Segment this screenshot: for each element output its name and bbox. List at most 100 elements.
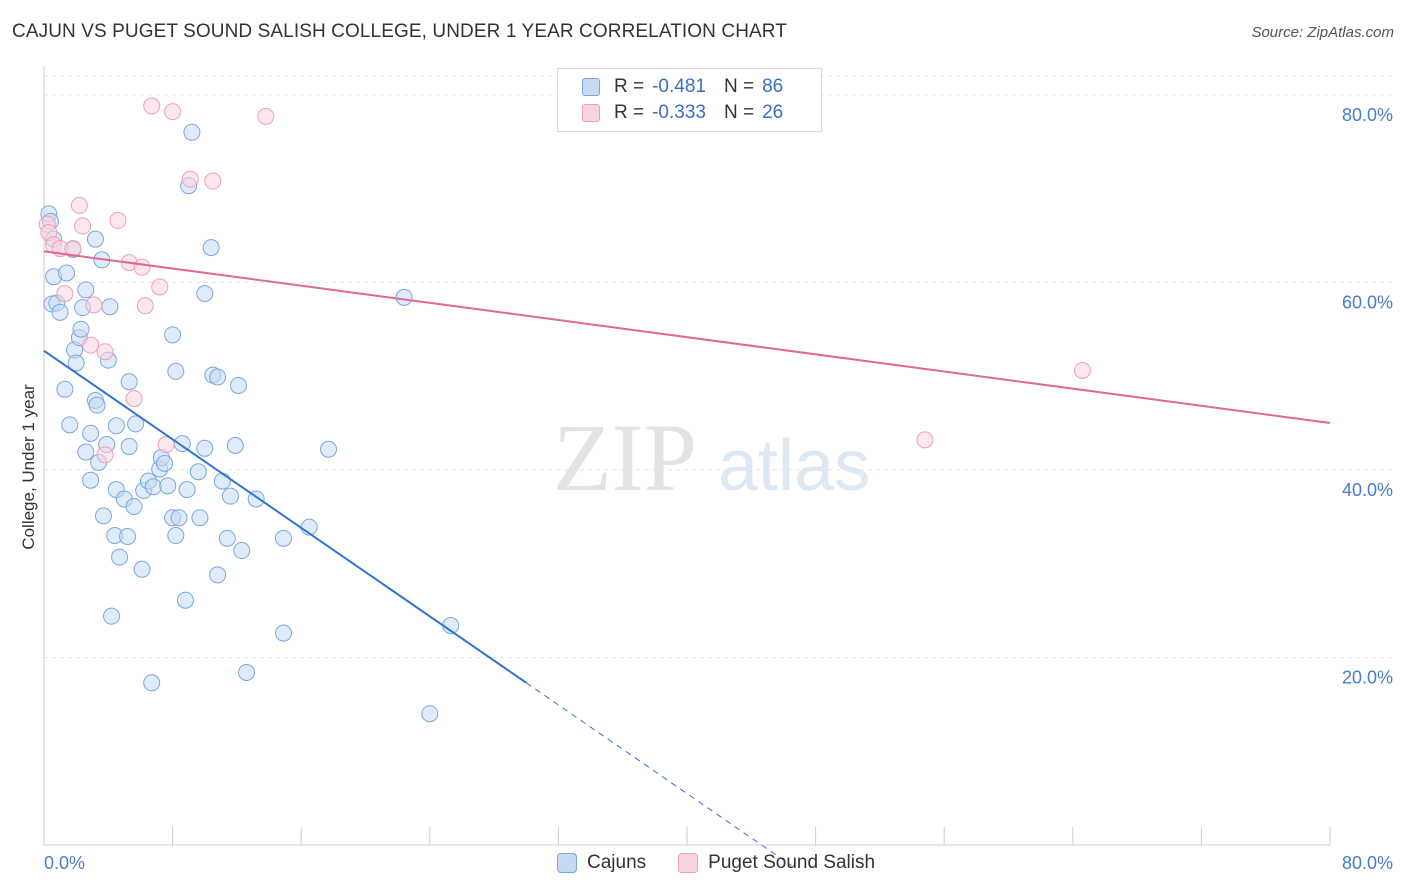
puget-point (257, 107, 275, 125)
cajun-point (120, 373, 138, 391)
cajun-point (167, 527, 185, 545)
trend-lines (43, 250, 1331, 867)
cajun-point (58, 264, 76, 282)
legend-n-value: 86 (762, 76, 784, 97)
puget-point (151, 278, 169, 296)
cajun-point (196, 439, 214, 457)
cajun-point (233, 542, 251, 560)
cajun-point (183, 123, 201, 141)
puget-point (1073, 361, 1091, 379)
x-tick-label-max: 80.0% (1342, 853, 1393, 873)
cajun-point (176, 591, 194, 609)
legend-item-cajuns[interactable]: Cajuns (557, 852, 646, 874)
y-tick-label: 20.0% (1342, 667, 1393, 687)
legend-swatch-cajuns (557, 853, 577, 873)
cajun-point (191, 509, 209, 527)
cajun-point (178, 481, 196, 499)
puget-point (96, 446, 114, 464)
cajun-point (86, 230, 104, 248)
watermark-zip: ZIP (553, 404, 697, 511)
cajun-point (164, 326, 182, 344)
puget-point (82, 336, 100, 354)
cajun-point (213, 472, 231, 490)
puget-point (56, 285, 74, 303)
cajun-trend-extension (525, 682, 792, 867)
cajun-point (167, 362, 185, 380)
x-tick-label-min: 0.0% (44, 853, 85, 873)
cajun-point (209, 368, 227, 386)
puget-point (916, 431, 934, 449)
legend-swatch-cajuns (582, 78, 600, 96)
series-legend: Cajuns Puget Sound Salish (557, 852, 907, 874)
legend-swatch-puget (582, 104, 600, 122)
legend-r-value: -0.333 (652, 102, 706, 123)
cajun-trend-line (43, 349, 527, 684)
legend-r-value: -0.481 (652, 76, 706, 97)
cajun-point (170, 509, 188, 527)
cajun-point (202, 239, 220, 257)
cajun-point (111, 548, 129, 566)
tick-labels: 20.0% 40.0% 60.0% 80.0% 0.0% 80.0% (44, 105, 1393, 873)
cajun-point (77, 281, 95, 299)
legend-item-puget[interactable]: Puget Sound Salish (678, 852, 875, 874)
legend-n-label: N = (723, 102, 755, 123)
y-tick-label: 60.0% (1342, 292, 1393, 312)
cajun-point (51, 303, 69, 321)
cajun-point (82, 471, 100, 489)
puget-point (181, 170, 199, 188)
cajun-point (88, 396, 106, 414)
puget-point (74, 217, 92, 235)
cajun-point (275, 529, 293, 547)
legend-label-cajuns: Cajuns (587, 852, 647, 873)
cajun-point (144, 478, 162, 496)
puget-point (70, 196, 88, 214)
data-points (38, 97, 1091, 723)
puget-point (143, 97, 161, 115)
puget-point (133, 258, 151, 276)
cajun-point (61, 416, 79, 434)
cajun-point (320, 440, 338, 458)
cajun-point (159, 477, 177, 495)
axes (43, 66, 1331, 846)
cajun-point (119, 527, 137, 545)
puget-point (96, 343, 114, 361)
cajun-point (395, 288, 413, 306)
y-tick-label: 80.0% (1342, 105, 1393, 125)
watermark-atlas: atlas (718, 426, 870, 506)
cajun-point (221, 487, 239, 505)
puget-trend-line (43, 250, 1331, 424)
cajun-point (72, 320, 90, 338)
puget-point (136, 297, 154, 315)
legend-row-cajuns: R = -0.481 N = 86 (582, 75, 783, 99)
cajun-point (94, 507, 112, 525)
legend-swatch-puget (678, 853, 699, 873)
cajun-point (103, 607, 121, 625)
cajun-point (101, 298, 119, 316)
cajun-point (56, 380, 74, 398)
cajun-point (218, 529, 236, 547)
cajun-point (196, 285, 214, 303)
cajun-point (209, 566, 227, 584)
legend-row-puget: R = -0.333 N = 26 (582, 101, 783, 125)
y-tick-label: 40.0% (1342, 480, 1393, 500)
puget-point (85, 296, 103, 314)
cajun-point (127, 415, 145, 433)
puget-point (109, 211, 127, 229)
puget-point (164, 103, 182, 121)
puget-point (125, 390, 143, 408)
cajun-point (230, 376, 248, 394)
cajun-point (82, 424, 100, 442)
cajun-point (238, 663, 256, 681)
y-axis-label: College, Under 1 year (19, 384, 38, 550)
cajun-point (125, 497, 143, 515)
cajun-point (67, 354, 85, 372)
cajun-point (107, 417, 125, 435)
cajun-point (77, 443, 95, 461)
cajun-point (275, 624, 293, 642)
gridlines (44, 75, 1392, 658)
puget-point (64, 240, 82, 258)
puget-point (204, 172, 222, 190)
stats-legend: R = -0.481 N = 86 R = -0.333 N = 26 (557, 68, 822, 132)
legend-n-value: 26 (762, 102, 784, 123)
